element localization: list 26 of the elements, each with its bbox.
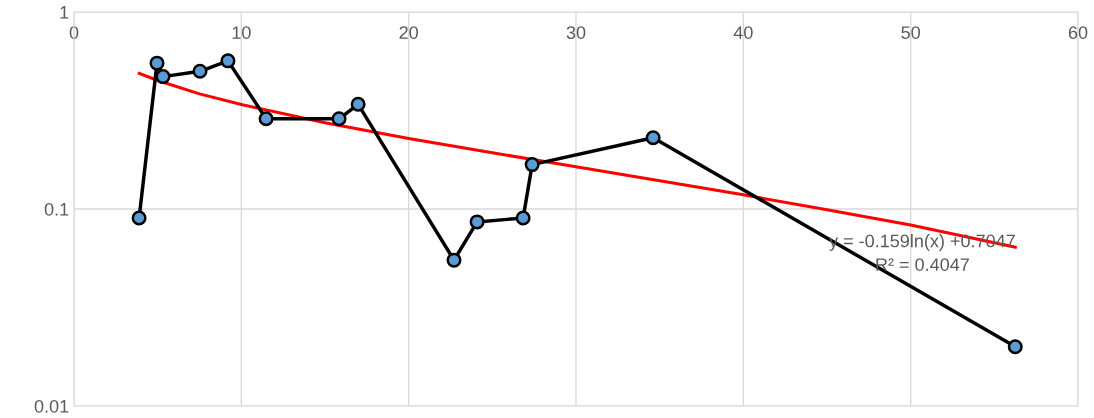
annotation: R² = 0.4047 [876, 258, 969, 271]
point [258, 111, 274, 127]
x-tick-label: 20 [399, 26, 418, 39]
x-tick-label: 50 [901, 26, 920, 39]
x-tick-label: 40 [733, 26, 753, 39]
y-tick-label: 1 [60, 6, 69, 19]
line-series [137, 71, 1017, 249]
point [331, 111, 347, 127]
point [1007, 339, 1023, 355]
x-tick-label: 30 [566, 26, 586, 39]
point [645, 130, 661, 146]
point [350, 96, 366, 112]
point [220, 53, 236, 69]
point [192, 63, 208, 79]
point [524, 157, 540, 173]
point [155, 69, 171, 85]
x-tick-label: 10 [232, 26, 251, 39]
point [446, 252, 462, 268]
y-tick-label: 0.1 [44, 202, 69, 216]
point [149, 55, 165, 71]
point [515, 210, 531, 226]
x-tick-label: 0 [69, 26, 79, 39]
y-tick-label: 0.01 [34, 399, 69, 413]
point [131, 210, 147, 226]
point [469, 214, 485, 230]
x-tick-label: 60 [1068, 26, 1088, 39]
